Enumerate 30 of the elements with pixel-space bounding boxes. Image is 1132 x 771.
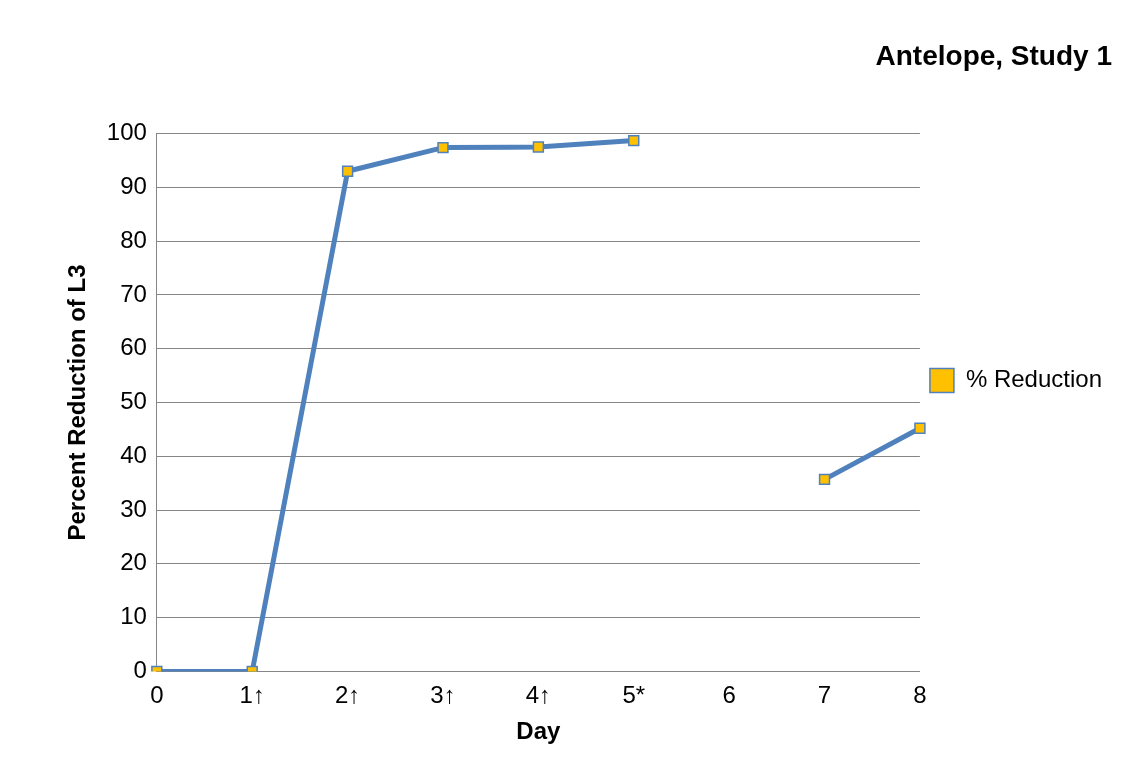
x-tick-label: 7 — [817, 681, 832, 709]
x-tick-label: 6 — [722, 681, 736, 709]
point — [532, 141, 545, 153]
point — [628, 134, 640, 147]
x-tick-label: 0 — [150, 681, 164, 709]
y-tick-label: 10 — [120, 602, 147, 630]
x-tick-label: 1↑ — [239, 681, 265, 709]
point — [818, 473, 831, 486]
y-tick-label: 40 — [120, 440, 147, 468]
point — [341, 165, 354, 177]
y-tick-label: 80 — [120, 225, 147, 253]
y-tick-label: 50 — [120, 387, 147, 415]
x-axis-title: Day — [516, 717, 562, 745]
y-tick-label: 90 — [120, 172, 147, 200]
y-tick-label: 70 — [120, 279, 147, 307]
y-tick-label: 0 — [133, 656, 147, 684]
x-tick-label: 5* — [622, 681, 646, 709]
y-tick-label: 100 — [106, 118, 147, 146]
y-tick-label: 30 — [120, 494, 147, 522]
x-tick-label: 2↑ — [334, 681, 361, 709]
legend-label: % Reduction — [965, 365, 1102, 393]
x-tick-label: 4↑ — [525, 681, 552, 709]
text: Antelope, Study 1 — [875, 39, 1112, 71]
point — [914, 422, 926, 435]
y-tick-label: 20 — [120, 548, 147, 576]
y-tick-label: 60 — [120, 333, 147, 361]
y-axis-title: Percent Reduction of L3 — [63, 264, 91, 541]
x-tick-label: 8 — [913, 681, 927, 709]
point — [437, 141, 449, 154]
x-tick-label: 3↑ — [430, 681, 456, 709]
